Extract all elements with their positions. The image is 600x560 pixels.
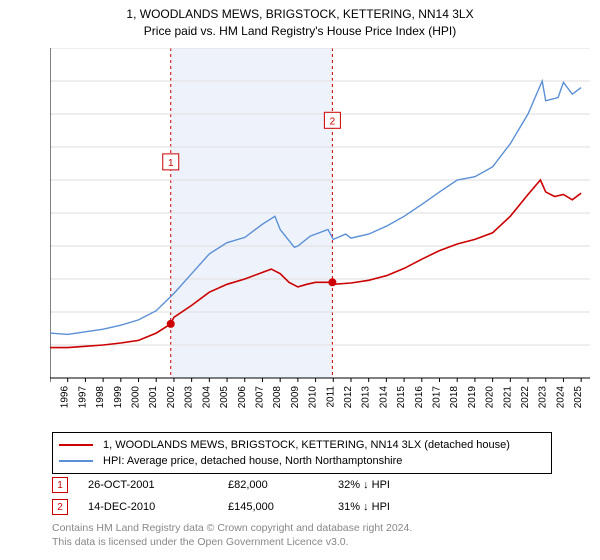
svg-text:2002: 2002 <box>166 386 177 409</box>
legend-label-property: 1, WOODLANDS MEWS, BRIGSTOCK, KETTERING,… <box>103 439 510 451</box>
svg-text:2025: 2025 <box>573 386 584 409</box>
svg-text:2013: 2013 <box>361 386 372 409</box>
svg-text:2005: 2005 <box>219 386 230 409</box>
marker-row: 1 26-OCT-2001 £82,000 32% ↓ HPI <box>52 474 552 496</box>
svg-text:1995: 1995 <box>50 386 53 409</box>
marker-badge-1: 1 <box>52 477 68 493</box>
svg-text:2004: 2004 <box>201 386 212 409</box>
svg-text:2010: 2010 <box>308 386 319 409</box>
svg-text:2024: 2024 <box>555 386 566 409</box>
marker-badge-1-num: 1 <box>57 480 63 491</box>
legend-swatch-property <box>59 444 93 446</box>
svg-text:1: 1 <box>168 158 174 169</box>
svg-text:2023: 2023 <box>538 386 549 409</box>
svg-text:2011: 2011 <box>325 386 336 408</box>
svg-text:2022: 2022 <box>520 386 531 409</box>
chart-svg: £0£50K£100K£150K£200K£250K£300K£350K£400… <box>50 48 590 418</box>
marker-badge-2: 2 <box>52 499 68 515</box>
svg-text:2016: 2016 <box>414 386 425 409</box>
legend-label-hpi: HPI: Average price, detached house, Nort… <box>103 455 402 467</box>
marker-pct-2: 31% ↓ HPI <box>338 501 458 513</box>
svg-text:2020: 2020 <box>485 386 496 409</box>
svg-text:2006: 2006 <box>237 386 248 409</box>
legend-swatch-hpi <box>59 460 93 462</box>
svg-text:2: 2 <box>330 116 336 127</box>
svg-text:2009: 2009 <box>290 386 301 409</box>
svg-text:2015: 2015 <box>396 386 407 409</box>
marker-date-2: 14-DEC-2010 <box>88 501 228 513</box>
svg-text:2019: 2019 <box>467 386 478 409</box>
legend-row: HPI: Average price, detached house, Nort… <box>59 453 545 469</box>
attribution-line2: This data is licensed under the Open Gov… <box>52 536 572 550</box>
marker-date-1: 26-OCT-2001 <box>88 479 228 491</box>
svg-text:2017: 2017 <box>432 386 443 409</box>
svg-text:2007: 2007 <box>254 386 265 409</box>
marker-badge-2-num: 2 <box>57 502 63 513</box>
svg-text:1996: 1996 <box>60 386 71 409</box>
attribution-line1: Contains HM Land Registry data © Crown c… <box>52 522 572 536</box>
title-block: 1, WOODLANDS MEWS, BRIGSTOCK, KETTERING,… <box>0 0 600 40</box>
svg-text:2003: 2003 <box>184 386 195 409</box>
svg-text:2018: 2018 <box>449 386 460 409</box>
legend-row: 1, WOODLANDS MEWS, BRIGSTOCK, KETTERING,… <box>59 437 545 453</box>
marker-price-1: £82,000 <box>228 479 338 491</box>
title-line2: Price paid vs. HM Land Registry's House … <box>0 23 600 40</box>
title-line1: 1, WOODLANDS MEWS, BRIGSTOCK, KETTERING,… <box>0 6 600 23</box>
attribution: Contains HM Land Registry data © Crown c… <box>52 522 572 549</box>
marker-pct-1: 32% ↓ HPI <box>338 479 458 491</box>
legend: 1, WOODLANDS MEWS, BRIGSTOCK, KETTERING,… <box>52 432 552 474</box>
svg-text:2014: 2014 <box>378 386 389 409</box>
marker-table: 1 26-OCT-2001 £82,000 32% ↓ HPI 2 14-DEC… <box>52 474 552 518</box>
chart: £0£50K£100K£150K£200K£250K£300K£350K£400… <box>50 48 590 418</box>
marker-price-2: £145,000 <box>228 501 338 513</box>
svg-text:2021: 2021 <box>502 386 513 409</box>
svg-text:1999: 1999 <box>113 386 124 409</box>
svg-text:1998: 1998 <box>95 386 106 409</box>
svg-text:1997: 1997 <box>77 386 88 409</box>
svg-text:2012: 2012 <box>343 386 354 409</box>
svg-text:2008: 2008 <box>272 386 283 409</box>
root: 1, WOODLANDS MEWS, BRIGSTOCK, KETTERING,… <box>0 0 600 560</box>
svg-text:2001: 2001 <box>148 386 159 409</box>
svg-text:2000: 2000 <box>131 386 142 409</box>
marker-row: 2 14-DEC-2010 £145,000 31% ↓ HPI <box>52 496 552 518</box>
